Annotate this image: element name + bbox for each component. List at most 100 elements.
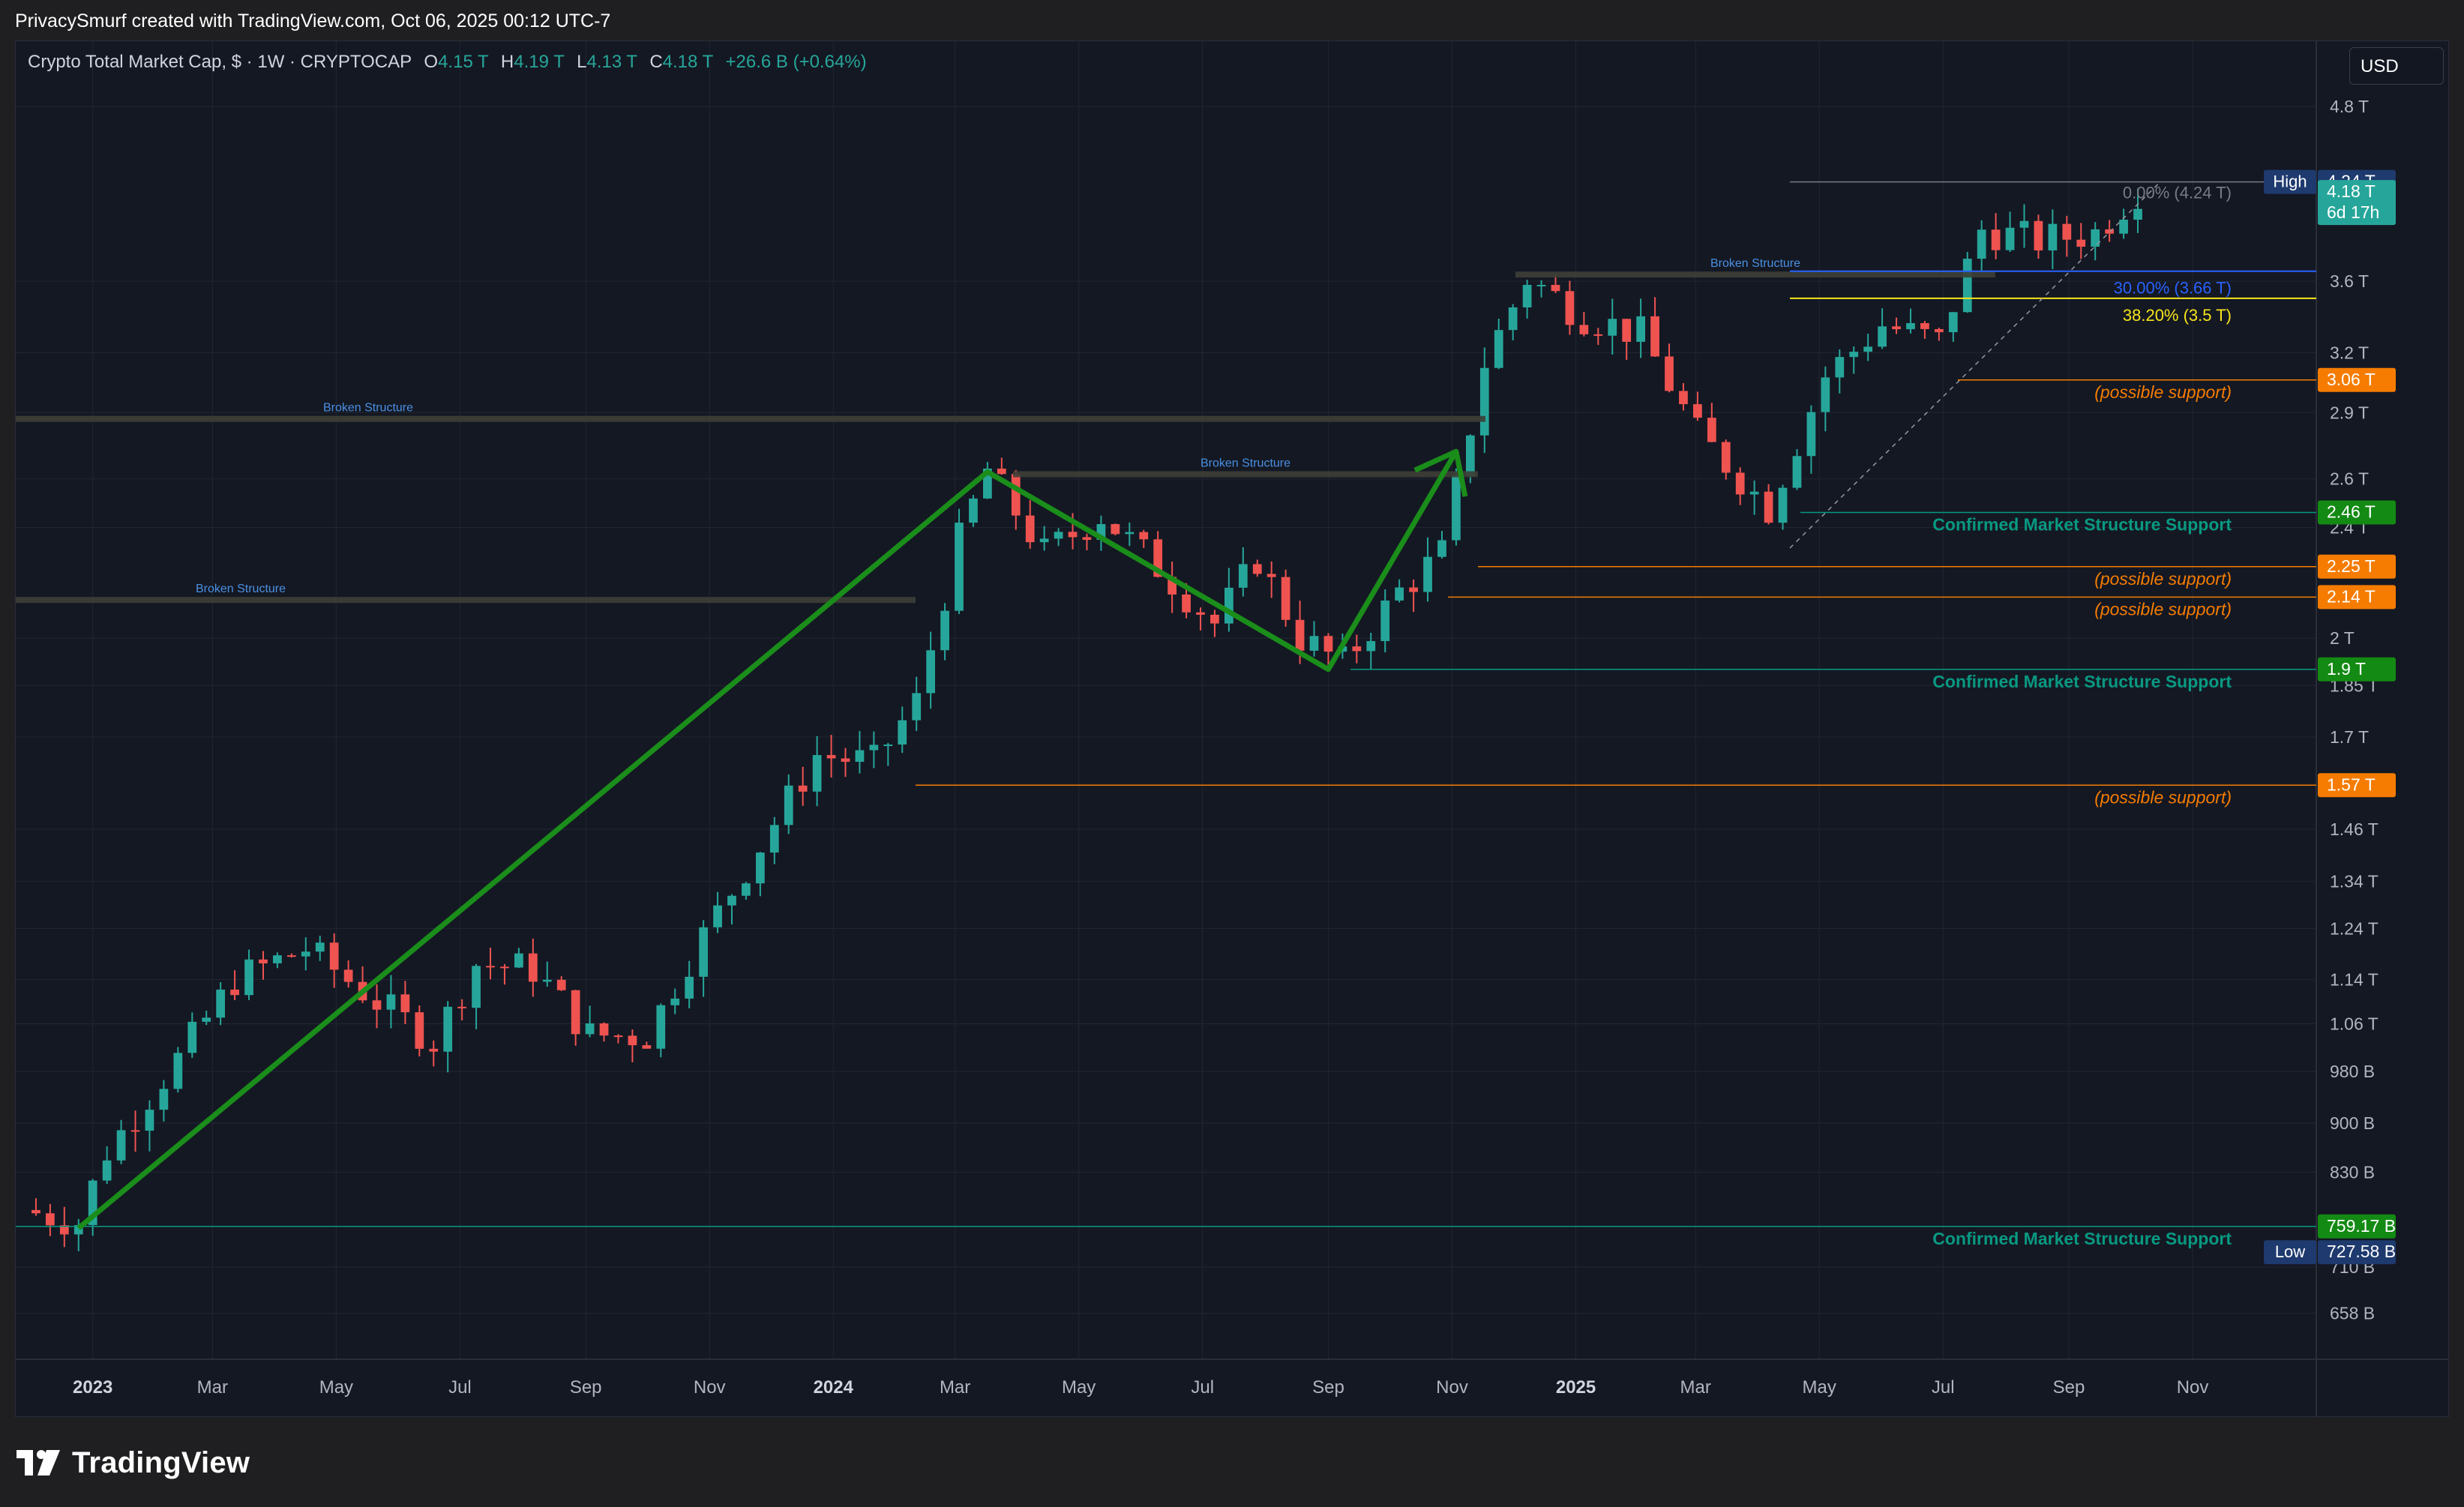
time-tick-label: May [1803, 1377, 1836, 1398]
candle-body [1139, 532, 1149, 540]
candle-body [1182, 594, 1191, 613]
candle-body [1735, 472, 1745, 495]
confirmed-support-label: Confirmed Market Structure Support [1932, 1229, 2232, 1248]
candle-body [542, 979, 552, 982]
candle-body [812, 755, 822, 792]
time-tick-label: Sep [1312, 1377, 1344, 1398]
candle-body [1806, 412, 1816, 457]
price-tag [2318, 1214, 2396, 1239]
candle-body [1352, 646, 1362, 652]
candle-body [642, 1045, 652, 1049]
price-tag-label: 2.14 T [2327, 586, 2376, 606]
brand-name: TradingView [72, 1446, 250, 1479]
candle-body [1096, 524, 1106, 541]
open-value: 4.15 T [438, 52, 489, 72]
broken-structure-label: Broken Structure [1201, 457, 1290, 469]
chart-attribution: PrivacySmurf created with TradingView.co… [15, 10, 611, 31]
price-tick-label: 2.9 T [2330, 403, 2369, 422]
price-tick-label: 2 T [2330, 628, 2355, 648]
possible-support-label: (possible support) [2094, 382, 2232, 402]
possible-support-label: (possible support) [2094, 599, 2232, 619]
candle-body [1494, 330, 1503, 368]
candle-body [1792, 456, 1802, 488]
candle-body [230, 989, 239, 996]
candle-body [286, 955, 296, 957]
broken-structure-zone [16, 415, 1485, 422]
candle-body [2048, 223, 2058, 251]
candle-body [1948, 312, 1958, 333]
price-tick-label: 1.24 T [2330, 918, 2379, 938]
high-value: 4.19 T [514, 52, 565, 72]
candle-body [798, 785, 808, 792]
broken-structure-zone [1515, 271, 1995, 278]
candle-body [1579, 325, 1589, 334]
price-tag [2318, 585, 2396, 610]
chart-area[interactable]: Crypto Total Market Cap, $ · 1W · CRYPTO… [15, 40, 2449, 1417]
candle-body [1977, 229, 1986, 259]
candle-body [301, 951, 310, 957]
candle-body [1849, 352, 1859, 358]
candle-body [1821, 377, 1830, 412]
candle-body [1380, 600, 1390, 642]
candle-body [685, 976, 694, 999]
candle-body [415, 1012, 424, 1049]
candle-body [1565, 291, 1575, 325]
candle-body [940, 610, 949, 651]
candle-body [2034, 220, 2043, 251]
candle-body [1536, 284, 1546, 286]
candle-body [699, 927, 708, 977]
candle-body [869, 745, 879, 751]
price-tick-label: 980 B [2330, 1062, 2375, 1081]
price-tick-label: 830 B [2330, 1163, 2375, 1182]
candle-body [173, 1053, 183, 1089]
candle-body [2119, 219, 2128, 234]
candle-body [769, 825, 779, 853]
candle-body [1437, 540, 1446, 557]
candle-body [2091, 229, 2100, 247]
confirmed-support-label: Confirmed Market Structure Support [1932, 672, 2232, 691]
candle-body [1196, 612, 1205, 615]
candle-body [2019, 220, 2029, 228]
candle-body [2076, 239, 2086, 247]
time-tick-label: Mar [1680, 1377, 1711, 1398]
candle-body [628, 1035, 637, 1046]
price-chart[interactable]: Broken Structure Broken Structure Broken S… [16, 41, 2449, 1417]
candle-body [343, 969, 353, 982]
possible-support-label: (possible support) [2094, 787, 2232, 807]
time-tick-label: May [1062, 1377, 1096, 1398]
currency-button[interactable]: USD [2349, 47, 2444, 85]
candle-body [1650, 316, 1659, 357]
price-tick-label: 1.34 T [2330, 872, 2379, 891]
candle-body [826, 755, 836, 759]
candle-body [1423, 556, 1432, 592]
fib-38-label: 38.20% (3.5 T) [2123, 306, 2232, 325]
close-value: 4.18 T [662, 52, 713, 72]
time-tick-label: May [319, 1377, 353, 1398]
candle-body [46, 1213, 55, 1226]
candle-body [1479, 367, 1489, 436]
price-tick-label: 3.2 T [2330, 343, 2369, 363]
candle-body [1693, 404, 1702, 418]
candle-body [1252, 564, 1262, 574]
price-tag [2318, 1240, 2396, 1265]
price-tag-label: 759.17 B [2327, 1216, 2396, 1236]
time-tick-label: 2024 [814, 1377, 854, 1398]
candle-body [429, 1048, 439, 1052]
candle-body [216, 989, 226, 1018]
candle-body [59, 1225, 69, 1235]
candle-body [1025, 515, 1035, 543]
candle-body [1153, 539, 1163, 577]
broken-structure-label: Broken Structure [323, 402, 413, 415]
price-tick-label: 1.7 T [2330, 727, 2369, 747]
candle-body [1366, 641, 1376, 652]
candle-body [1281, 577, 1290, 620]
candle-body [145, 1110, 154, 1131]
candle-body [1878, 326, 1887, 347]
candle-body [500, 966, 509, 969]
candle-body [1238, 564, 1248, 588]
candle-body [556, 979, 566, 990]
time-tick-label: Mar [197, 1377, 228, 1398]
candle-body [883, 745, 893, 747]
candle-body [1906, 322, 1915, 330]
candle-body [1863, 346, 1873, 352]
